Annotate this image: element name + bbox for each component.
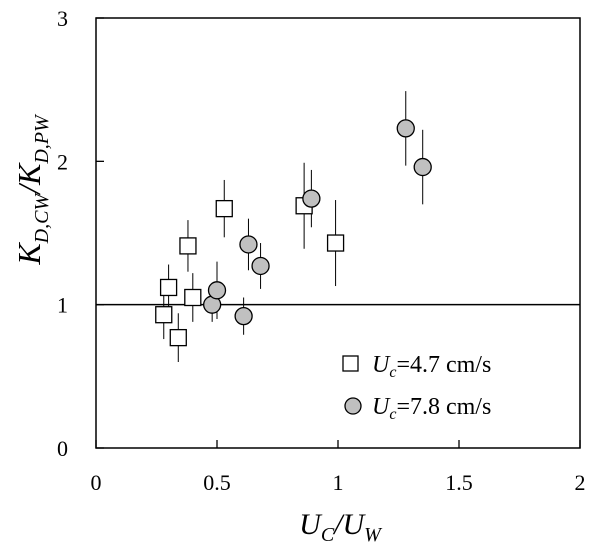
x-tick-label: 0: [91, 470, 102, 495]
legend-var-series-2: U: [372, 394, 391, 420]
data-point-circle: [207, 281, 227, 300]
legend: Uc=4.7 cm/s Uc=7.8 cm/s: [342, 352, 491, 423]
data-point-square: [159, 278, 178, 297]
data-point-layer: [155, 119, 432, 347]
y-tick-label: 3: [57, 6, 68, 31]
data-point-square: [179, 237, 197, 255]
data-point-square: [184, 288, 202, 307]
data-point-square: [155, 306, 173, 324]
data-point-circle: [413, 157, 432, 177]
x-axis-label-sub2: W: [364, 524, 383, 545]
data-point-circle: [302, 189, 321, 208]
legend-sub-series-2: c: [389, 406, 396, 423]
y-axis-label: KD,CW/KD,PW: [11, 113, 53, 266]
legend-text-series-2: =7.8 cm/s: [396, 394, 491, 420]
legend-item-series-1: Uc=4.7 cm/s: [342, 352, 491, 381]
legend-label-series-1: Uc=4.7 cm/s: [372, 352, 491, 381]
y-axis-label-sep: /: [11, 182, 47, 196]
legend-sub-series-1: c: [389, 364, 396, 381]
plot-area-frame: [95, 17, 581, 449]
data-point-square: [326, 234, 345, 252]
legend-var-series-1: U: [372, 352, 391, 378]
data-point-square: [215, 199, 233, 218]
y-tick-label: 0: [57, 436, 68, 461]
y-axis-label-sub2: D,PW: [31, 113, 53, 165]
x-tick-label: 0.5: [203, 470, 231, 495]
legend-marker-circle: [344, 397, 362, 415]
error-bar-layer: [163, 91, 424, 362]
axis-tick-layer: 0 0.5 1 1.5 2 0 1 2 3: [57, 6, 586, 495]
y-axis-label-sub: D,CW: [31, 192, 53, 245]
y-axis-label-main2: K: [11, 162, 47, 186]
x-axis-label-sep: /: [332, 508, 345, 541]
x-tick-label: 1: [333, 470, 344, 495]
y-tick-label: 1: [57, 293, 68, 318]
legend-item-series-2: Uc=7.8 cm/s: [344, 394, 491, 423]
data-point-square: [169, 328, 187, 347]
data-point-circle: [251, 256, 270, 276]
x-axis-label-sub: C: [321, 524, 335, 545]
data-point-circle: [396, 119, 415, 138]
data-point-circle: [239, 235, 258, 254]
y-tick-label: 2: [57, 149, 68, 174]
x-tick-label: 1.5: [445, 470, 473, 495]
y-axis-label-main: K: [11, 242, 47, 266]
x-axis-label: UC/UW: [299, 508, 383, 545]
legend-label-series-2: Uc=7.8 cm/s: [372, 394, 491, 423]
data-point-circle: [234, 306, 253, 326]
x-axis-label-main2: U: [343, 508, 367, 541]
legend-text-series-1: =4.7 cm/s: [396, 352, 491, 378]
x-tick-label: 2: [575, 470, 586, 495]
legend-marker-square: [342, 355, 359, 372]
x-axis-label-main: U: [299, 508, 323, 541]
